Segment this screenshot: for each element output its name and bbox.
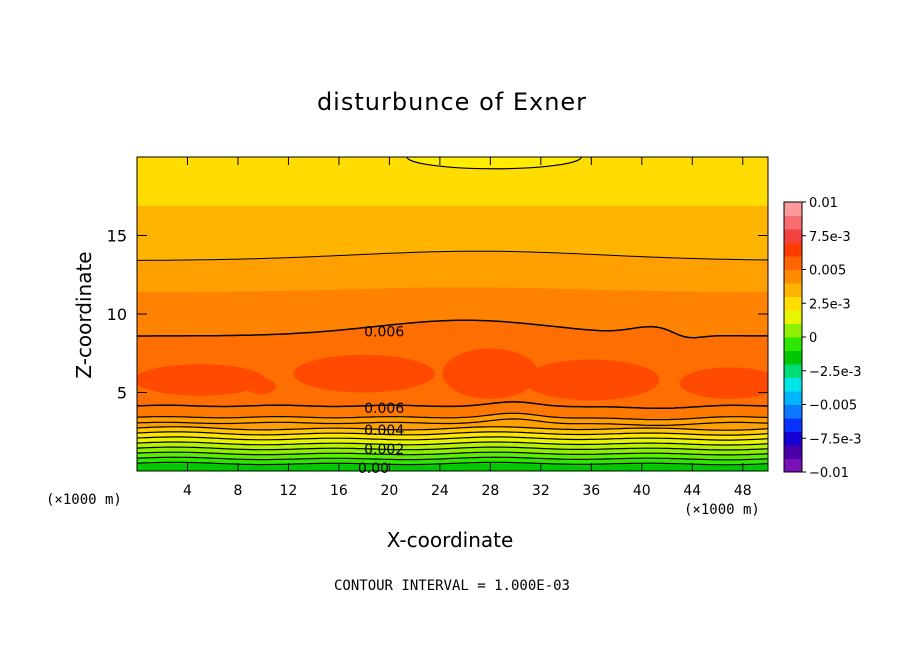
colorbar-swatch [784,364,802,378]
max-region-4 [679,367,768,399]
x-axis-ticks: 4 8 12 16 20 24 28 32 36 40 44 48 [183,157,752,499]
colorbar-swatch [784,350,802,365]
x-unit-right: (×1000 m) [684,502,760,518]
contour-interval-note: CONTOUR INTERVAL = 1.000E-03 [333,578,570,594]
colorbar-swatch [784,229,802,243]
x-tick-label: 44 [683,483,701,499]
contour-lower-5 [137,436,768,441]
x-tick-label: 40 [633,483,651,499]
x-tick-label: 16 [330,483,348,499]
colorbar: 0.01 7.5e-3 0.005 2.5e-3 0 −2.5e-3 −0.005 −7.5e… [783,196,862,481]
colorbar-swatch [784,337,802,351]
contour-label: 0.006 [364,401,404,417]
colorbar-swatch [784,215,802,230]
colorbar-label: 0.01 [809,196,838,211]
colorbar-label: 2.5e-3 [809,297,851,312]
x-tick-label: 12 [280,483,298,499]
x-tick-label: 24 [431,483,449,499]
contour-lower-3 [137,446,768,451]
contour-lower-0 [137,461,768,466]
colorbar-swatch [784,283,802,297]
contour-lower-6 [137,431,768,436]
colorbar-swatch [784,242,802,257]
colorbar-swatch [784,431,802,446]
lower-band-bottom [137,463,768,471]
x-tick-label: 32 [532,483,550,499]
contour-label: 0.004 [364,423,404,439]
contour-upper-006 [137,319,768,339]
y-tick-label: 10 [107,305,127,324]
x-unit-left: (×1000 m) [46,492,122,508]
max-region-0 [137,364,266,396]
colorbar-swatch [784,323,802,338]
max-region-3 [523,359,660,401]
contour-lower-1 [137,456,768,461]
x-tick-label: 20 [380,483,398,499]
contour-label-layer: 0.006 0.006 0.004 0.002 0.00 [358,324,404,477]
y-tick-label: 15 [107,227,127,246]
y-axis-ticks: 5 10 15 [107,227,768,403]
contour-fill-layer [137,157,768,471]
contour-label: 0.002 [364,442,404,458]
colorbar-swatch [784,256,802,270]
contour-label: 0.006 [364,324,404,340]
chart-title: disturbunce of Exner [316,88,588,116]
x-tick-label: 28 [481,483,499,499]
colorbar-label: −7.5e-3 [809,432,862,447]
colorbar-swatch [784,269,802,284]
x-tick-label: 4 [183,483,192,499]
x-tick-label: 36 [582,483,600,499]
contour-lower-8 [137,418,768,426]
y-tick-label: 5 [117,384,127,403]
max-region-5 [245,378,276,395]
colorbar-swatch [784,202,802,216]
colorbar-label: −2.5e-3 [809,365,862,380]
colorbar-swatch [784,391,802,405]
contour-lower-4 [137,441,768,446]
colorbar-swatch [784,418,802,432]
max-region-1 [293,354,435,393]
contour-label: 0.00 [358,461,389,477]
contour-line-layer [137,250,768,466]
contour-lower-7 [137,426,768,431]
x-tick-label: 8 [233,483,242,499]
colorbar-swatch [784,377,802,392]
colorbar-label: 0.005 [809,264,846,279]
colorbar-swatch [784,296,802,311]
colorbar-label: 7.5e-3 [809,230,851,245]
contour-upper-004 [137,250,768,261]
colorbar-swatch [784,404,802,419]
colorbar-swatch [784,445,802,459]
x-tick-label: 48 [734,483,752,499]
colorbar-swatch [784,310,802,324]
colorbar-label: −0.005 [809,399,857,414]
contour-lower-10 [137,401,768,410]
colorbar-label: 0 [809,331,817,346]
contour-lower-2 [137,451,768,456]
max-region-2 [442,348,539,399]
x-axis-label: X-coordinate [386,528,514,552]
colorbar-swatch [784,458,802,473]
colorbar-label: −0.01 [809,466,849,481]
contour-lower-9 [137,412,768,421]
